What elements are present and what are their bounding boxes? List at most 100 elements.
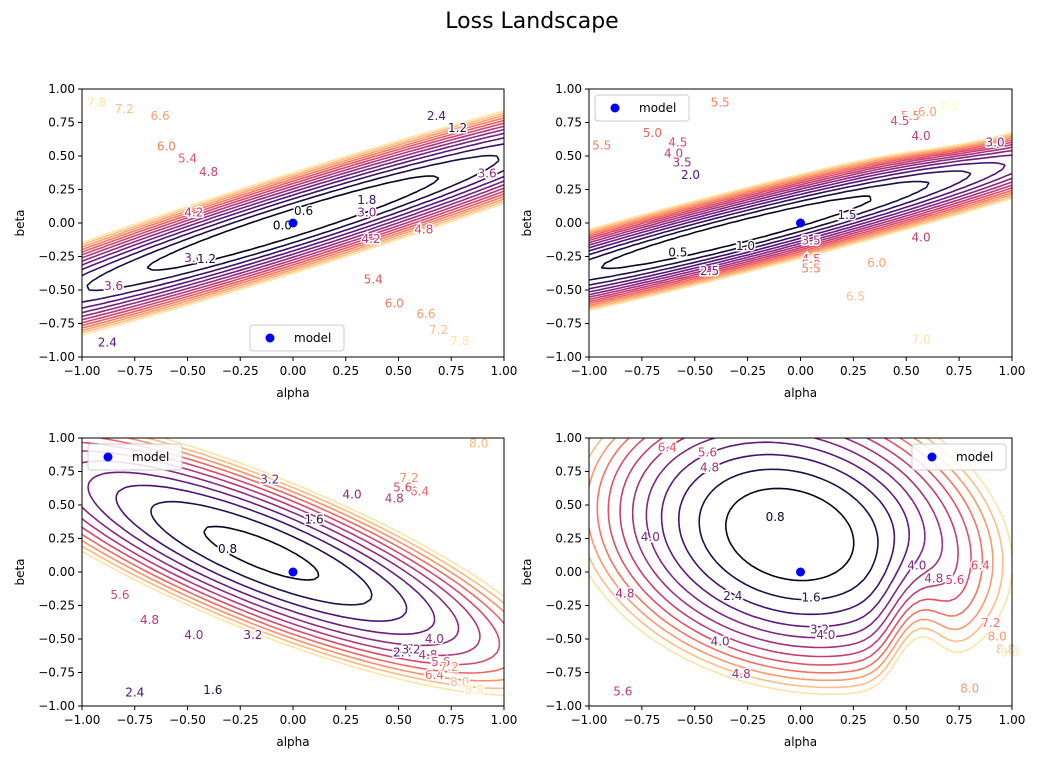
x-tick-label: −0.75 — [116, 713, 153, 727]
model-marker — [288, 567, 298, 577]
contour-label: 2.0 — [681, 168, 700, 182]
contour-label: 5.5 — [592, 138, 611, 152]
contour-level-3 — [660, 441, 910, 628]
y-tick-label: 1.00 — [48, 82, 75, 96]
contour-label: 4.5 — [668, 136, 687, 150]
contour-label: 4.8 — [385, 491, 404, 505]
legend-marker — [265, 333, 275, 343]
contour-label: 0.6 — [294, 204, 313, 218]
contour-level-2 — [678, 453, 896, 616]
contour-level-10 — [82, 438, 504, 696]
contour-level-1 — [698, 468, 879, 601]
contour-level-6 — [589, 146, 1012, 298]
contour-lines — [82, 438, 504, 696]
contour-level-9 — [82, 438, 504, 690]
x-tick-label: −0.50 — [169, 364, 206, 378]
x-tick-label: 0.25 — [332, 713, 359, 727]
contour-label: 5.6 — [945, 573, 964, 587]
contour-level-5 — [589, 149, 1012, 296]
contour-level-2 — [589, 170, 972, 286]
y-tick-label: 1.00 — [555, 82, 582, 96]
x-tick-label: 0.50 — [385, 364, 412, 378]
x-tick-label: −0.75 — [623, 364, 660, 378]
contour-label: 9.6 — [1000, 645, 1019, 659]
contour-label: 3.2 — [402, 643, 421, 657]
contour-label: 4.0 — [184, 628, 203, 642]
contour-label: 4.8 — [732, 667, 751, 681]
legend-label: model — [294, 331, 331, 345]
y-tick-label: −0.75 — [38, 666, 75, 680]
x-tick-label: 0.00 — [787, 713, 814, 727]
contour-label: 7.8 — [450, 334, 469, 348]
contour-label: 4.8 — [615, 586, 634, 600]
contour-level-1 — [150, 500, 373, 606]
contour-label: 8.0 — [469, 436, 488, 450]
contour-level-9 — [82, 117, 504, 329]
figure-title: Loss Landscape — [445, 9, 618, 34]
contour-label: 7.8 — [87, 95, 106, 109]
contour-label: 3.5 — [673, 156, 692, 170]
contour-label: 5.6 — [613, 684, 632, 698]
legend: model — [87, 443, 183, 471]
contour-label: 8.8 — [996, 643, 1015, 657]
y-tick-label: 0.00 — [48, 216, 75, 230]
contour-label: 4.0 — [343, 487, 362, 501]
legend-box — [249, 324, 345, 352]
contour-label: 3.0 — [184, 251, 203, 265]
contour-label: 1.2 — [448, 121, 467, 135]
y-tick-label: 0.25 — [555, 183, 582, 197]
contour-label: 4.5 — [802, 252, 821, 266]
contour-level-3 — [87, 471, 436, 635]
legend-box — [911, 443, 1007, 471]
x-tick-label: −1.00 — [64, 364, 101, 378]
x-tick-label: 0.25 — [332, 364, 359, 378]
contour-label: 5.5 — [901, 109, 920, 123]
contour-label: 8.0 — [960, 682, 979, 696]
contour-level-11 — [589, 438, 1012, 695]
contour-level-0 — [725, 487, 855, 582]
y-tick-label: −1.00 — [545, 350, 582, 364]
y-tick-label: −0.25 — [38, 250, 75, 264]
y-axis-label: beta — [520, 209, 534, 236]
contour-label: 2.4 — [98, 335, 117, 349]
y-tick-label: 0.75 — [48, 465, 75, 479]
x-tick-label: 1.00 — [491, 364, 518, 378]
contour-level-8 — [82, 438, 504, 682]
contour-label: 4.0 — [664, 146, 683, 160]
x-tick-label: 0.00 — [787, 364, 814, 378]
x-tick-label: −1.00 — [571, 713, 608, 727]
contour-label: 5.4 — [178, 152, 197, 166]
legend: model — [249, 324, 345, 352]
x-tick-label: 0.25 — [840, 713, 867, 727]
x-tick-label: −0.50 — [169, 713, 206, 727]
x-axis-label: alpha — [276, 735, 309, 749]
contour-level-11 — [589, 135, 1012, 308]
contour-level-12 — [82, 110, 504, 336]
y-tick-label: −0.25 — [545, 250, 582, 264]
contour-label: 3.0 — [357, 205, 376, 219]
y-axis-label: beta — [520, 558, 534, 585]
x-tick-label: −0.50 — [676, 713, 713, 727]
y-tick-label: −0.50 — [38, 283, 75, 297]
x-tick-label: 1.00 — [999, 364, 1026, 378]
contour-label: 4.0 — [425, 632, 444, 646]
contour-level-10 — [82, 114, 504, 332]
contour-label: 0.5 — [668, 245, 687, 259]
x-tick-label: 0.50 — [385, 713, 412, 727]
contour-label: 4.2 — [362, 232, 381, 246]
contour-label: 3.0 — [986, 136, 1005, 150]
y-tick-label: 0.75 — [555, 116, 582, 130]
contour-label: 5.6 — [698, 446, 717, 460]
contour-label: 1.0 — [736, 239, 755, 253]
contour-label: 6.4 — [971, 558, 990, 572]
contour-level-7 — [82, 122, 504, 324]
contour-label: 4.8 — [140, 613, 159, 627]
contour-level-7 — [607, 438, 972, 666]
y-tick-label: −1.00 — [38, 699, 75, 713]
legend-marker — [610, 103, 620, 113]
contour-level-8 — [589, 141, 1012, 303]
contour-label: 4.2 — [184, 205, 203, 219]
x-tick-label: 0.50 — [893, 713, 920, 727]
y-tick-label: −0.50 — [545, 283, 582, 297]
contour-label: 4.5 — [890, 114, 909, 128]
